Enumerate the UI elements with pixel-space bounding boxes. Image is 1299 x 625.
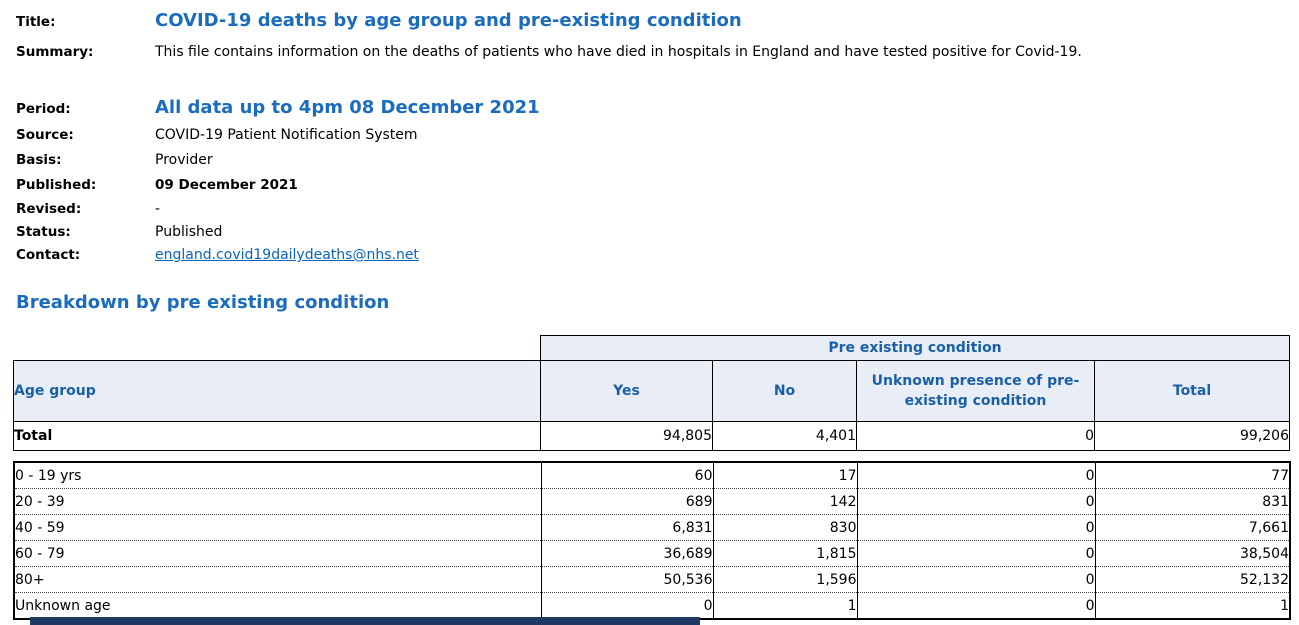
revised-value: -: [155, 201, 161, 217]
meta-label-summary: Summary:: [16, 44, 94, 60]
basis-value: Provider: [155, 152, 213, 168]
total-total-cell: 99,206: [1094, 421, 1290, 451]
column-header-unknown: Unknown presence of pre-existing conditi…: [856, 360, 1095, 422]
unknown-cell: 0: [856, 462, 1096, 489]
summary-text: This file contains information on the de…: [155, 44, 1082, 60]
no-cell: 142: [712, 488, 858, 515]
yes-cell: 60: [540, 462, 714, 489]
age-label: 0 - 19 yrs: [13, 462, 542, 489]
unknown-cell: 0: [856, 566, 1096, 593]
contact-email-link[interactable]: england.covid19dailydeaths@nhs.net: [155, 247, 419, 263]
meta-label-period: Period:: [16, 101, 71, 117]
meta-label-basis: Basis:: [16, 152, 62, 168]
table-row: 80+ 50,536 1,596 0 52,132: [13, 566, 1291, 593]
total-cell: 52,132: [1094, 566, 1291, 593]
meta-label-source: Source:: [16, 127, 74, 143]
total-cell: 831: [1094, 488, 1291, 515]
spacer-cell: [13, 335, 541, 361]
total-cell: 1: [1094, 592, 1291, 619]
status-value: Published: [155, 224, 223, 240]
yes-cell: 0: [540, 592, 714, 619]
condition-summary-table: Pre existing condition Age group Yes No …: [13, 335, 1290, 451]
column-header-no: No: [712, 360, 857, 422]
yes-cell: 6,831: [540, 514, 714, 541]
section-heading: Breakdown by pre existing condition: [16, 292, 390, 313]
yes-cell: 36,689: [540, 540, 714, 567]
column-header-total: Total: [1094, 360, 1290, 422]
total-cell: 7,661: [1094, 514, 1291, 541]
meta-row-revised: Revised: -: [16, 201, 160, 217]
age-label: 80+: [13, 566, 542, 593]
meta-label-published: Published:: [16, 177, 97, 193]
total-cell: 77: [1094, 462, 1291, 489]
total-cell: 38,504: [1094, 540, 1291, 567]
total-no-cell: 4,401: [712, 421, 857, 451]
meta-row-published: Published: 09 December 2021: [16, 177, 298, 193]
meta-row-summary: Summary: This file contains information …: [16, 44, 1082, 60]
no-cell: 1,596: [712, 566, 858, 593]
table-row: Unknown age 0 1 0 1: [13, 592, 1291, 619]
meta-row-period: Period: All data up to 4pm 08 December 2…: [16, 97, 540, 118]
source-value: COVID-19 Patient Notification System: [155, 127, 418, 143]
yes-cell: 689: [540, 488, 714, 515]
age-label: 20 - 39: [13, 488, 542, 515]
published-value: 09 December 2021: [155, 177, 298, 193]
meta-row-status: Status: Published: [16, 224, 222, 240]
age-breakdown-table: 0 - 19 yrs 60 17 0 77 20 - 39 689 142 0 …: [13, 461, 1291, 620]
total-row: Total 94,805 4,401 0 99,206: [13, 421, 1290, 451]
table-row: 20 - 39 689 142 0 831: [13, 488, 1291, 515]
meta-label-status: Status:: [16, 224, 71, 240]
total-unknown-cell: 0: [856, 421, 1095, 451]
total-yes-cell: 94,805: [540, 421, 713, 451]
column-header-row: Age group Yes No Unknown presence of pre…: [13, 360, 1290, 422]
unknown-cell: 0: [856, 514, 1096, 541]
age-label: 40 - 59: [13, 514, 542, 541]
meta-row-title: Title: COVID-19 deaths by age group and …: [16, 10, 742, 31]
no-cell: 1: [712, 592, 858, 619]
meta-row-basis: Basis: Provider: [16, 152, 213, 168]
table-row: 60 - 79 36,689 1,815 0 38,504: [13, 540, 1291, 567]
meta-label-title: Title:: [16, 14, 56, 30]
age-group-header-cell: Age group: [13, 360, 541, 422]
total-row-label: Total: [13, 421, 541, 451]
no-cell: 17: [712, 462, 858, 489]
unknown-cell: 0: [856, 488, 1096, 515]
unknown-cell: 0: [856, 540, 1096, 567]
no-cell: 1,815: [712, 540, 858, 567]
yes-cell: 50,536: [540, 566, 714, 593]
page-title: COVID-19 deaths by age group and pre-exi…: [155, 10, 742, 31]
meta-row-contact: Contact: england.covid19dailydeaths@nhs.…: [16, 247, 419, 263]
group-header-row: Pre existing condition: [13, 335, 1290, 361]
table-row: 40 - 59 6,831 830 0 7,661: [13, 514, 1291, 541]
age-label: 60 - 79: [13, 540, 542, 567]
period-value: All data up to 4pm 08 December 2021: [155, 97, 540, 118]
group-header-cell: Pre existing condition: [540, 335, 1290, 361]
column-header-yes: Yes: [540, 360, 713, 422]
meta-label-contact: Contact:: [16, 247, 81, 263]
meta-row-source: Source: COVID-19 Patient Notification Sy…: [16, 127, 418, 143]
no-cell: 830: [712, 514, 858, 541]
meta-label-revised: Revised:: [16, 201, 82, 217]
unknown-cell: 0: [856, 592, 1096, 619]
next-section-bar: [30, 617, 700, 625]
age-label: Unknown age: [13, 592, 542, 619]
table-row: 0 - 19 yrs 60 17 0 77: [13, 462, 1291, 489]
